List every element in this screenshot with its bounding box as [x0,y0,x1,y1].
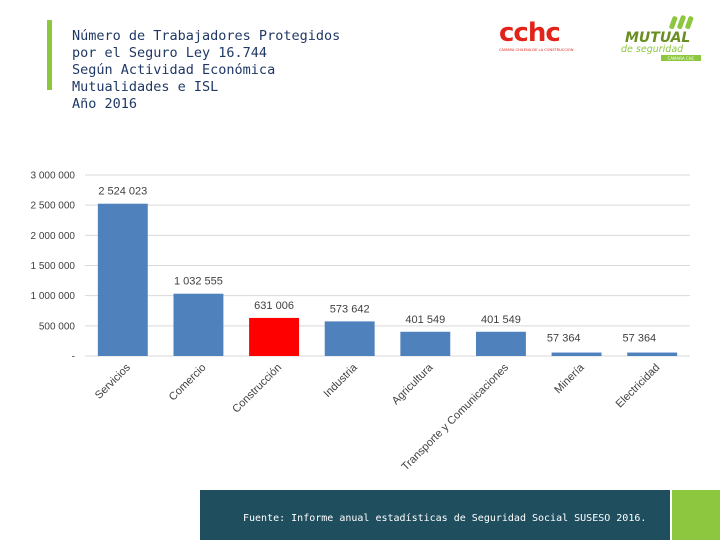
x-tick-label: Electricidad [614,362,663,411]
bar [173,293,224,356]
data-label: 1 032 555 [174,276,223,288]
title-line-2: por el Seguro Ley 16.744 [72,45,268,61]
y-tick-label: - [72,352,75,363]
x-tick-label: Construcción [230,362,284,416]
bar [324,321,375,356]
data-label: 573 642 [330,303,370,315]
cchc-logo: cchc CÁMARA CHILENA DE LA CONSTRUCCIÓN [499,18,574,52]
data-label: 401 549 [481,314,521,326]
title-line-1: Número de Trabajadores Protegidos [72,28,341,44]
y-tick-label: 2 000 000 [31,231,76,242]
bar [551,352,602,356]
y-tick-label: 500 000 [39,321,76,332]
y-tick-label: 3 000 000 [31,171,76,182]
bar [627,352,678,356]
bar [400,331,451,356]
cchc-logo-subtext: CÁMARA CHILENA DE LA CONSTRUCCIÓN [499,47,574,52]
footer-green-block [672,490,720,540]
title-line-5: Año 2016 [72,96,138,112]
mutual-logo-tagline: CÁMARA CHC [668,56,695,61]
bar [97,203,148,356]
bar [475,331,526,356]
mutual-logo-subtext: de seguridad [621,44,684,55]
chart-title: Número de Trabajadores Protegidos por el… [72,28,340,113]
mutual-tagline-band [661,55,701,61]
x-tick-label: Industria [321,361,360,400]
data-label: 57 364 [547,333,581,345]
bar-chart: - 500 000 1 000 000 1 500 000 2 000 000 2 500… [31,171,690,473]
x-tick-label: Minería [552,361,587,396]
mutual-logo: MUTUAL de seguridad CÁMARA CHC [621,15,701,61]
data-label: 57 364 [623,333,657,345]
data-label: 631 006 [254,300,294,312]
source-note: Fuente: Informe anual estadísticas de Se… [243,513,647,524]
y-tick-label: 1 000 000 [31,291,76,302]
y-tick-label: 1 500 000 [31,261,76,272]
x-tick-label: Comercio [167,362,209,404]
x-tick-label: Servicios [93,361,133,401]
y-tick-label: 2 500 000 [31,201,76,212]
mutual-logo-text: MUTUAL [625,30,690,46]
data-label: 2 524 023 [98,186,147,198]
title-line-4: Mutualidades e ISL [72,79,219,95]
x-tick-label: Agricultura [390,361,436,407]
title-accent-bar [47,20,52,90]
title-line-3: Según Actividad Económica [72,62,276,78]
mutual-figures-icon [669,15,694,30]
cchc-logo-text: cchc [499,18,560,48]
footer-band [200,490,670,540]
data-label: 401 549 [405,314,445,326]
bar [249,317,300,356]
